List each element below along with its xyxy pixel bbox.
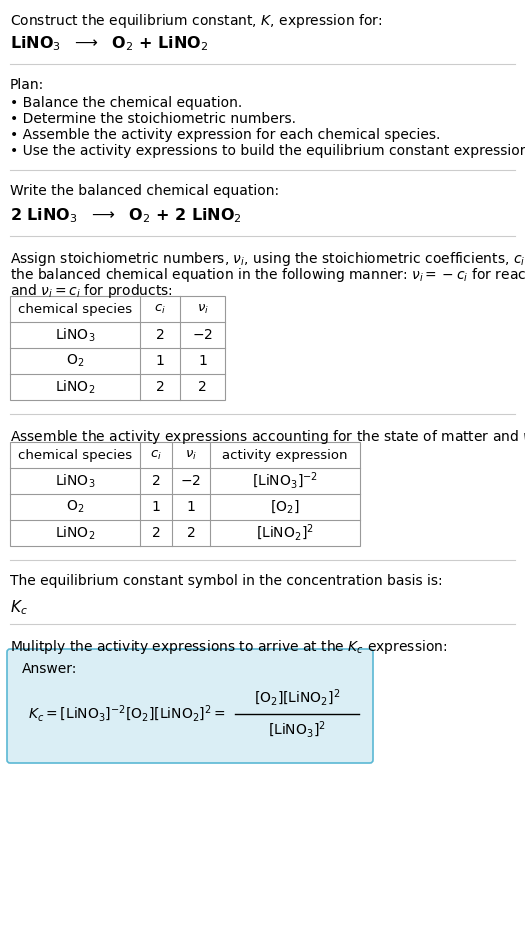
Text: • Determine the stoichiometric numbers.: • Determine the stoichiometric numbers.: [10, 112, 296, 126]
Text: 1: 1: [186, 500, 195, 514]
Text: • Assemble the activity expression for each chemical species.: • Assemble the activity expression for e…: [10, 128, 440, 142]
Text: 1: 1: [152, 500, 161, 514]
Text: $K_c = [\mathrm{LiNO_3}]^{-2} [\mathrm{O_2}] [\mathrm{LiNO_2}]^2 = $: $K_c = [\mathrm{LiNO_3}]^{-2} [\mathrm{O…: [28, 704, 226, 724]
Text: Write the balanced chemical equation:: Write the balanced chemical equation:: [10, 184, 279, 198]
Text: $-2$: $-2$: [192, 328, 213, 342]
Text: O$_2$: O$_2$: [66, 352, 84, 369]
Text: O$_2$: O$_2$: [66, 499, 84, 515]
FancyBboxPatch shape: [7, 649, 373, 763]
Text: $c_i$: $c_i$: [150, 448, 162, 462]
Text: The equilibrium constant symbol in the concentration basis is:: The equilibrium constant symbol in the c…: [10, 574, 443, 588]
Text: Assemble the activity expressions accounting for the state of matter and $\nu_i$: Assemble the activity expressions accoun…: [10, 428, 525, 446]
Text: 1: 1: [155, 354, 164, 368]
Text: 1: 1: [198, 354, 207, 368]
Text: • Use the activity expressions to build the equilibrium constant expression.: • Use the activity expressions to build …: [10, 144, 525, 158]
Bar: [10, 296, 225, 400]
Text: LiNO$_2$: LiNO$_2$: [55, 378, 95, 396]
Text: chemical species: chemical species: [18, 303, 132, 316]
Text: $\nu_i$: $\nu_i$: [185, 448, 197, 462]
Text: $c_i$: $c_i$: [154, 303, 166, 316]
Text: $[\mathrm{LiNO_2}]^2$: $[\mathrm{LiNO_2}]^2$: [256, 523, 314, 543]
Text: chemical species: chemical species: [18, 448, 132, 462]
Text: activity expression: activity expression: [222, 448, 348, 462]
Text: $K_c$: $K_c$: [10, 598, 28, 617]
Text: and $\nu_i = c_i$ for products:: and $\nu_i = c_i$ for products:: [10, 282, 173, 300]
Text: $[\mathrm{O_2}]$: $[\mathrm{O_2}]$: [270, 498, 300, 515]
Text: • Balance the chemical equation.: • Balance the chemical equation.: [10, 96, 242, 110]
Text: 2: 2: [186, 526, 195, 540]
Text: 2: 2: [155, 328, 164, 342]
Text: Construct the equilibrium constant, $K$, expression for:: Construct the equilibrium constant, $K$,…: [10, 12, 383, 30]
Text: $-2$: $-2$: [181, 474, 202, 488]
Text: Answer:: Answer:: [22, 662, 77, 676]
Text: the balanced chemical equation in the following manner: $\nu_i = -c_i$ for react: the balanced chemical equation in the fo…: [10, 266, 525, 284]
Text: 2 LiNO$_3$  $\longrightarrow$  O$_2$ + 2 LiNO$_2$: 2 LiNO$_3$ $\longrightarrow$ O$_2$ + 2 L…: [10, 206, 242, 225]
Text: LiNO$_3$: LiNO$_3$: [55, 326, 95, 344]
Text: $[\mathrm{LiNO_3}]^2$: $[\mathrm{LiNO_3}]^2$: [268, 720, 326, 740]
Text: $\nu_i$: $\nu_i$: [196, 303, 208, 316]
Text: $[\mathrm{LiNO_3}]^{-2}$: $[\mathrm{LiNO_3}]^{-2}$: [252, 471, 318, 492]
Text: $[\mathrm{O_2}] [\mathrm{LiNO_2}]^2$: $[\mathrm{O_2}] [\mathrm{LiNO_2}]^2$: [254, 688, 340, 708]
Text: LiNO$_3$  $\longrightarrow$  O$_2$ + LiNO$_2$: LiNO$_3$ $\longrightarrow$ O$_2$ + LiNO$…: [10, 34, 208, 53]
Text: 2: 2: [198, 380, 207, 394]
Text: Assign stoichiometric numbers, $\nu_i$, using the stoichiometric coefficients, $: Assign stoichiometric numbers, $\nu_i$, …: [10, 250, 525, 268]
Bar: [10, 442, 360, 546]
Text: 2: 2: [152, 474, 160, 488]
Text: 2: 2: [152, 526, 160, 540]
Text: Plan:: Plan:: [10, 78, 44, 92]
Text: Mulitply the activity expressions to arrive at the $K_c$ expression:: Mulitply the activity expressions to arr…: [10, 638, 447, 656]
Text: 2: 2: [155, 380, 164, 394]
Text: LiNO$_2$: LiNO$_2$: [55, 525, 95, 541]
Text: LiNO$_3$: LiNO$_3$: [55, 472, 95, 490]
